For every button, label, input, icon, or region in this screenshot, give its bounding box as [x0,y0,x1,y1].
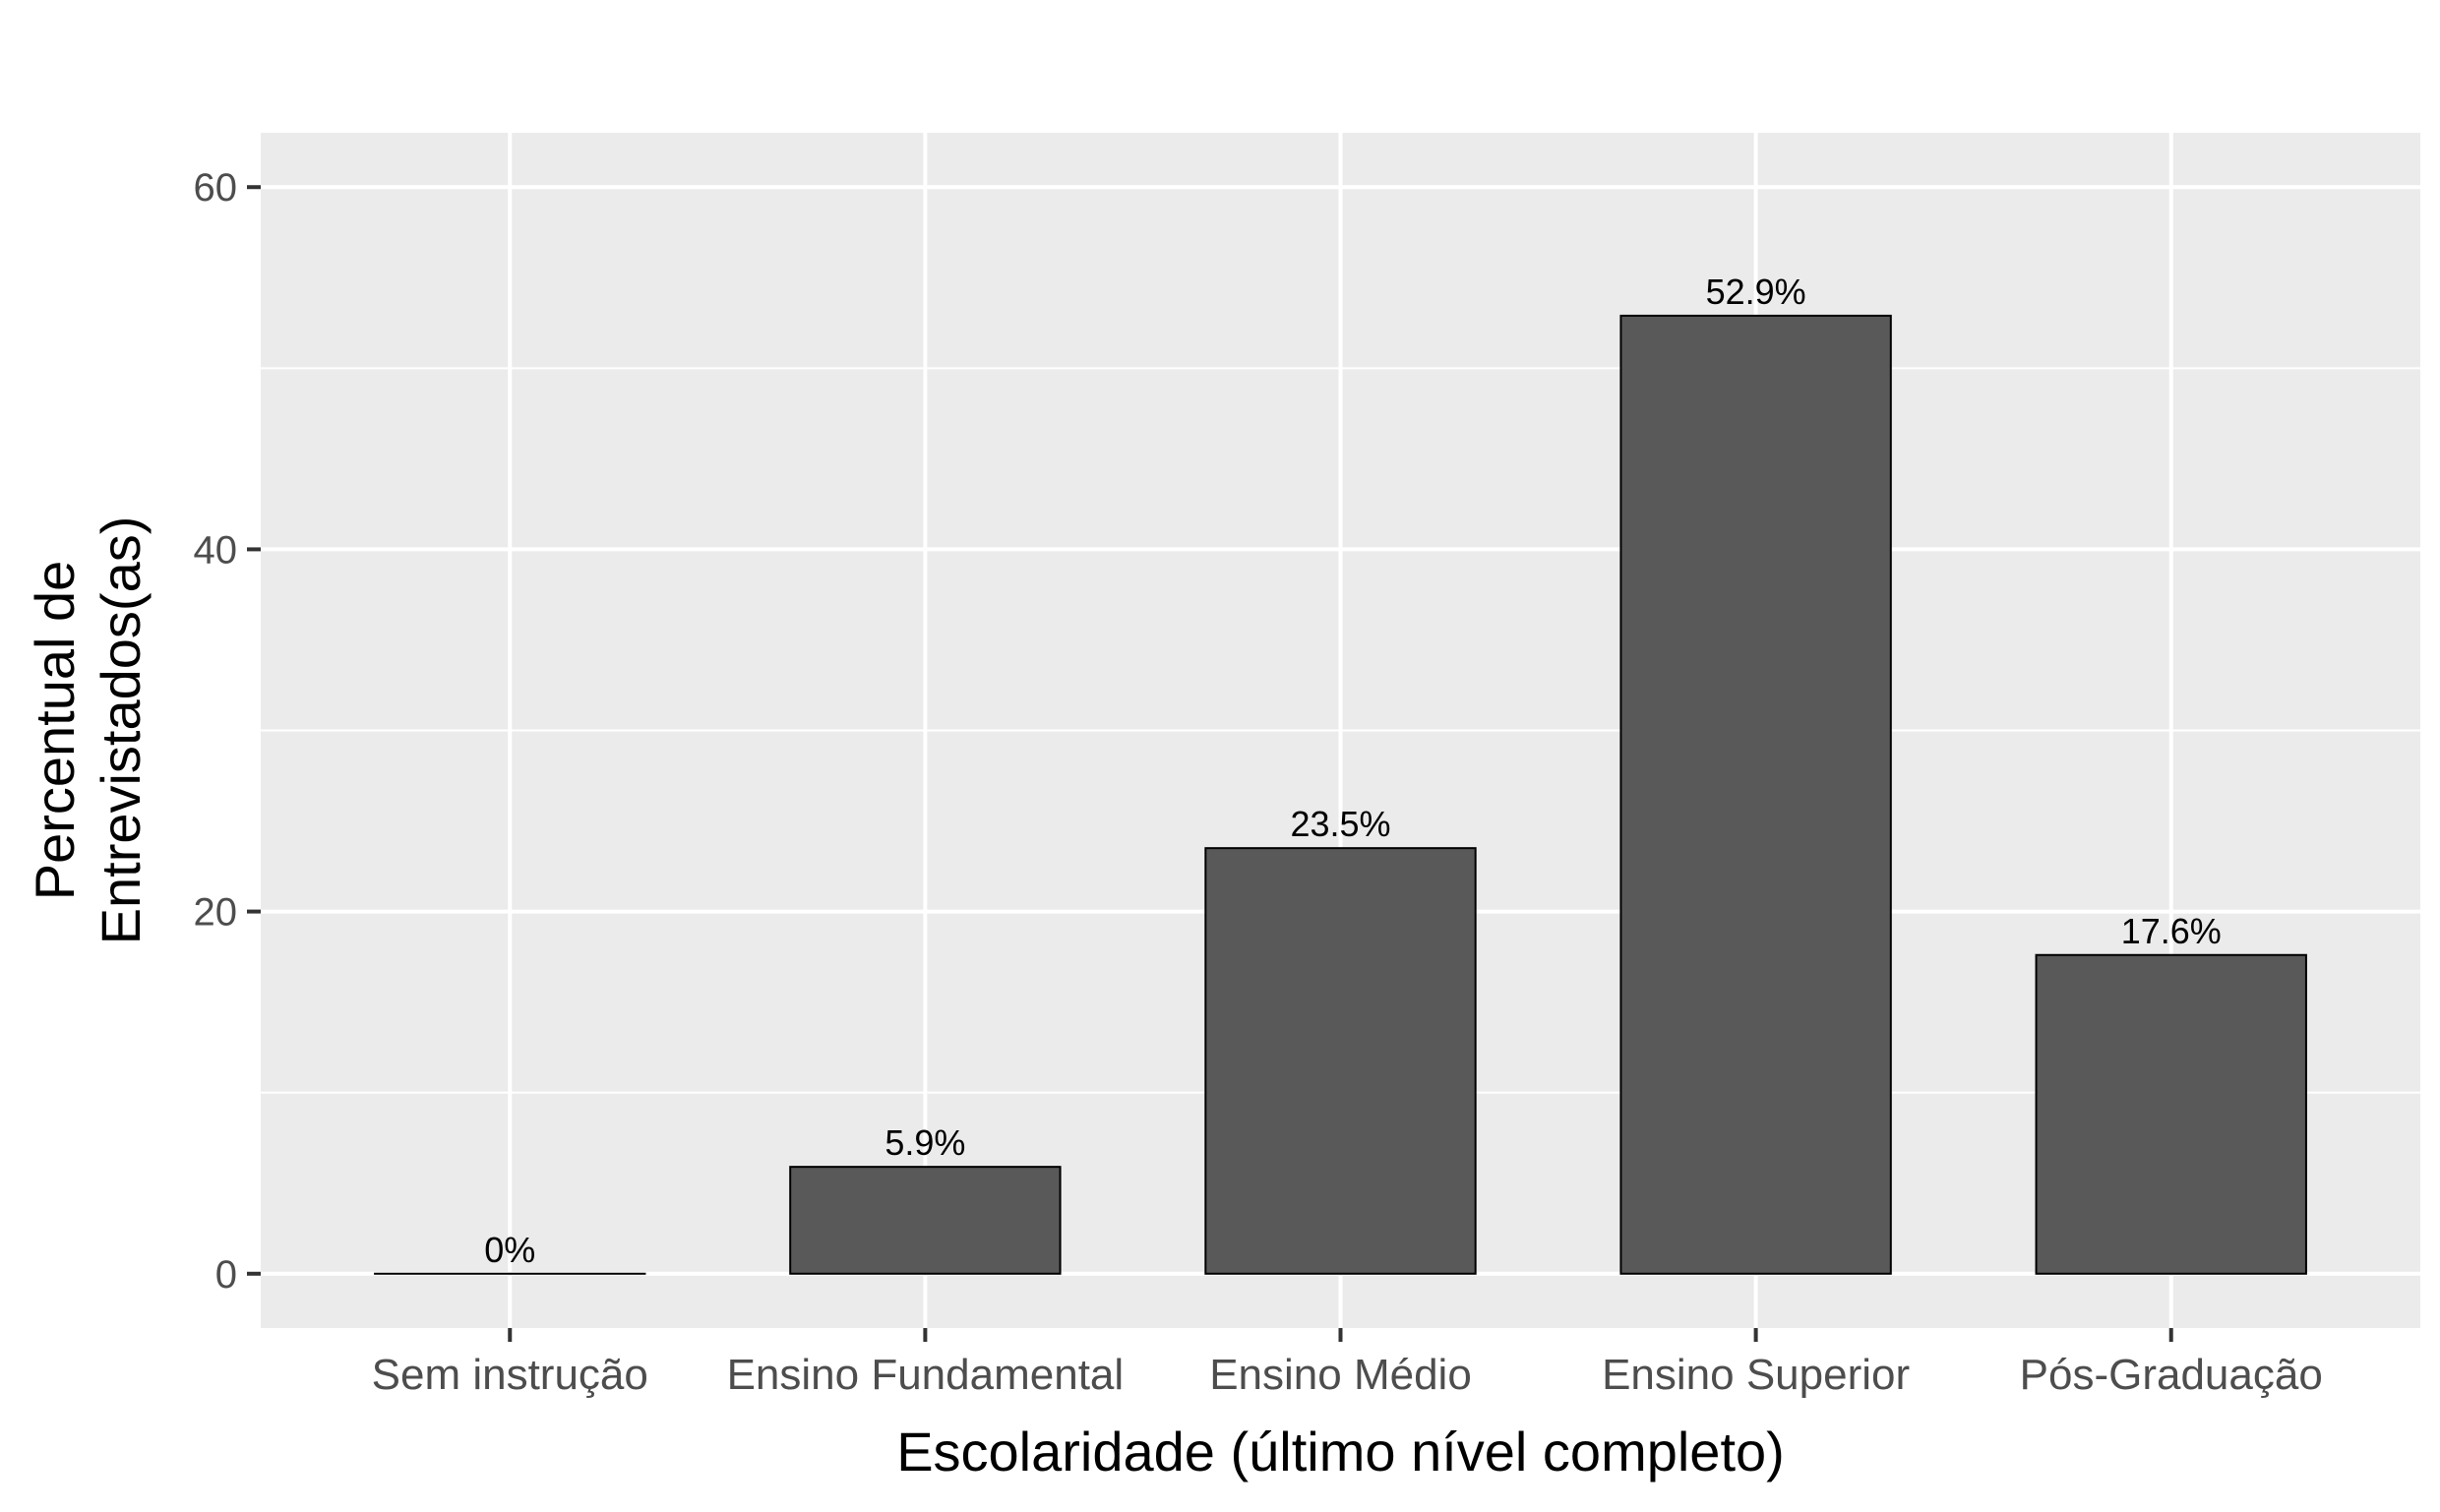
y-axis: 0 20 40 60 [194,166,261,1297]
y-tick-label: 60 [194,166,238,210]
bar-data-label: 5.9% [884,1122,965,1163]
bar-data-label: 17.6% [2121,911,2222,951]
x-axis-title: Escolaridade (último nível completo) [896,1421,1785,1482]
x-tick-label: Ensino Fundamental [727,1351,1125,1399]
x-tick-label: Pós-Graduação [2020,1351,2323,1399]
y-axis-title-line-1: Percentual de [24,561,86,901]
y-tick-label: 40 [194,528,238,572]
x-tick-label: Ensino Superior [1602,1351,1910,1399]
x-tick-label: Ensino Médio [1209,1351,1472,1399]
x-tick-label: Sem instrução [372,1351,648,1399]
bar [2035,953,2307,1275]
bar-data-label: 23.5% [1290,804,1390,844]
bar-data-label: 0% [484,1230,535,1270]
y-tick-label: 0 [215,1253,237,1297]
bars [374,314,2307,1275]
data-labels: 0% 5.9% 23.5% 52.9% 17.6% [484,272,2222,1270]
y-axis-title-line-2: Entrevistados(as) [90,516,152,945]
y-tick-label: 20 [194,891,238,935]
bar-data-label: 52.9% [1706,272,1806,312]
bar [789,1166,1062,1275]
bar [1619,314,1892,1275]
bar [1204,847,1477,1275]
x-axis: Sem instrução Ensino Fundamental Ensino Mé… [372,1328,2323,1399]
